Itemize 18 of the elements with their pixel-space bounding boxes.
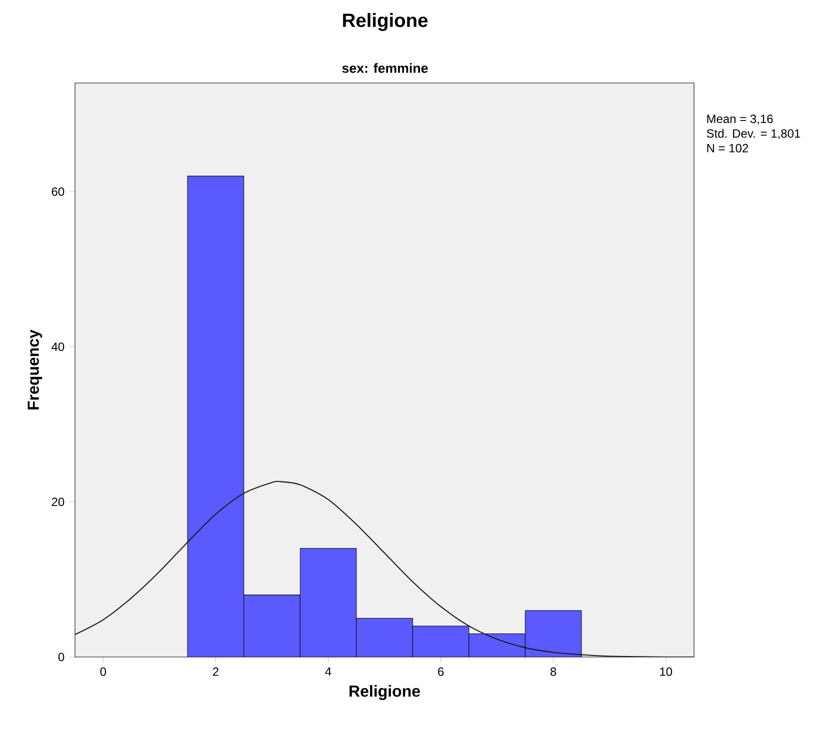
text: Mean = 3,16: [707, 114, 773, 124]
line-series: [75, 481, 694, 657]
chart-title: Religione: [343, 13, 428, 31]
text: N = 102: [707, 144, 748, 152]
y-axis-title: Frequency: [28, 330, 42, 410]
x-axis-title: Religione: [350, 685, 420, 700]
x-tick-label: 4: [325, 667, 332, 676]
x-tick-label: 0: [100, 667, 106, 676]
y-tick-label: 20: [52, 498, 64, 506]
x-tick-label: 8: [550, 667, 556, 676]
y-tick-label: 0: [58, 652, 64, 662]
y-tick-label: 60: [52, 187, 64, 196]
x-tick-label: 6: [438, 667, 444, 676]
text: Std. Dev. = 1,801: [706, 128, 800, 140]
x-tick-label: 2: [212, 667, 218, 676]
x-tick-label: 10: [660, 667, 672, 676]
chart-subtitle: sex: femmine: [342, 63, 428, 73]
y-tick-label: 40: [52, 342, 64, 351]
